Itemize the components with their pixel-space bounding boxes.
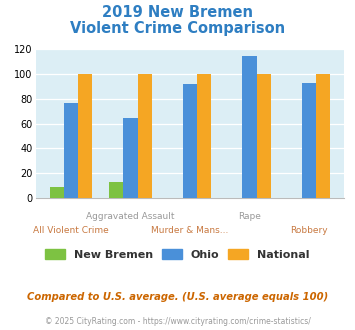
Bar [50,187,64,198]
Text: Robbery: Robbery [290,226,328,235]
Text: Aggravated Assault: Aggravated Assault [86,212,175,221]
Text: © 2025 CityRating.com - https://www.cityrating.com/crime-statistics/: © 2025 CityRating.com - https://www.city… [45,317,310,326]
Legend: New Bremen, Ohio, National: New Bremen, Ohio, National [45,249,310,260]
Bar [316,74,330,198]
Text: Violent Crime Comparison: Violent Crime Comparison [70,21,285,36]
Bar [109,182,123,198]
Text: All Violent Crime: All Violent Crime [33,226,109,235]
Bar [183,84,197,198]
Bar [123,117,138,198]
Bar [302,83,316,198]
Text: Compared to U.S. average. (U.S. average equals 100): Compared to U.S. average. (U.S. average … [27,292,328,302]
Bar [64,103,78,198]
Bar [257,74,271,198]
Text: Murder & Mans...: Murder & Mans... [151,226,229,235]
Text: Rape: Rape [238,212,261,221]
Text: 2019 New Bremen: 2019 New Bremen [102,5,253,20]
Bar [138,74,152,198]
Bar [242,56,257,198]
Bar [78,74,92,198]
Bar [197,74,211,198]
